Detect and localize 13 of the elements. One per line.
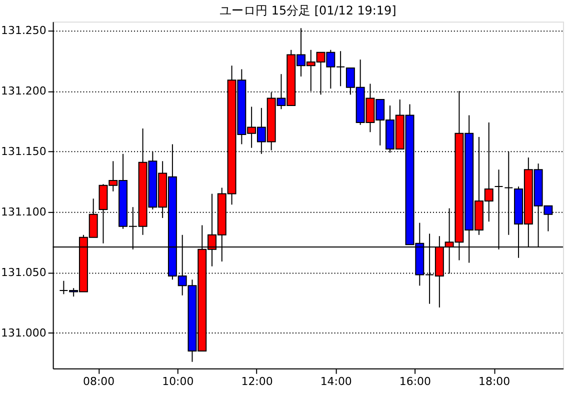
- x-tick-label: 16:00: [399, 374, 432, 388]
- x-tick-label: 12:00: [241, 374, 273, 388]
- y-tick-label: 131.150: [1, 144, 46, 158]
- x-tick-label: 08:00: [83, 374, 115, 388]
- y-tick-label: 131.100: [1, 205, 46, 218]
- y-tick-label: 131.050: [1, 266, 46, 279]
- chart-title: ユーロ円 15分足 [01/12 19:19]: [220, 4, 396, 18]
- x-tick-label: 18:00: [478, 374, 510, 388]
- x-tick-label: 10:00: [162, 374, 194, 388]
- y-tick-label: 131.200: [1, 84, 46, 98]
- x-tick-label: 14:00: [320, 374, 352, 388]
- y-tick-label: 131.000: [1, 326, 46, 340]
- y-tick-label: 131.250: [1, 24, 46, 38]
